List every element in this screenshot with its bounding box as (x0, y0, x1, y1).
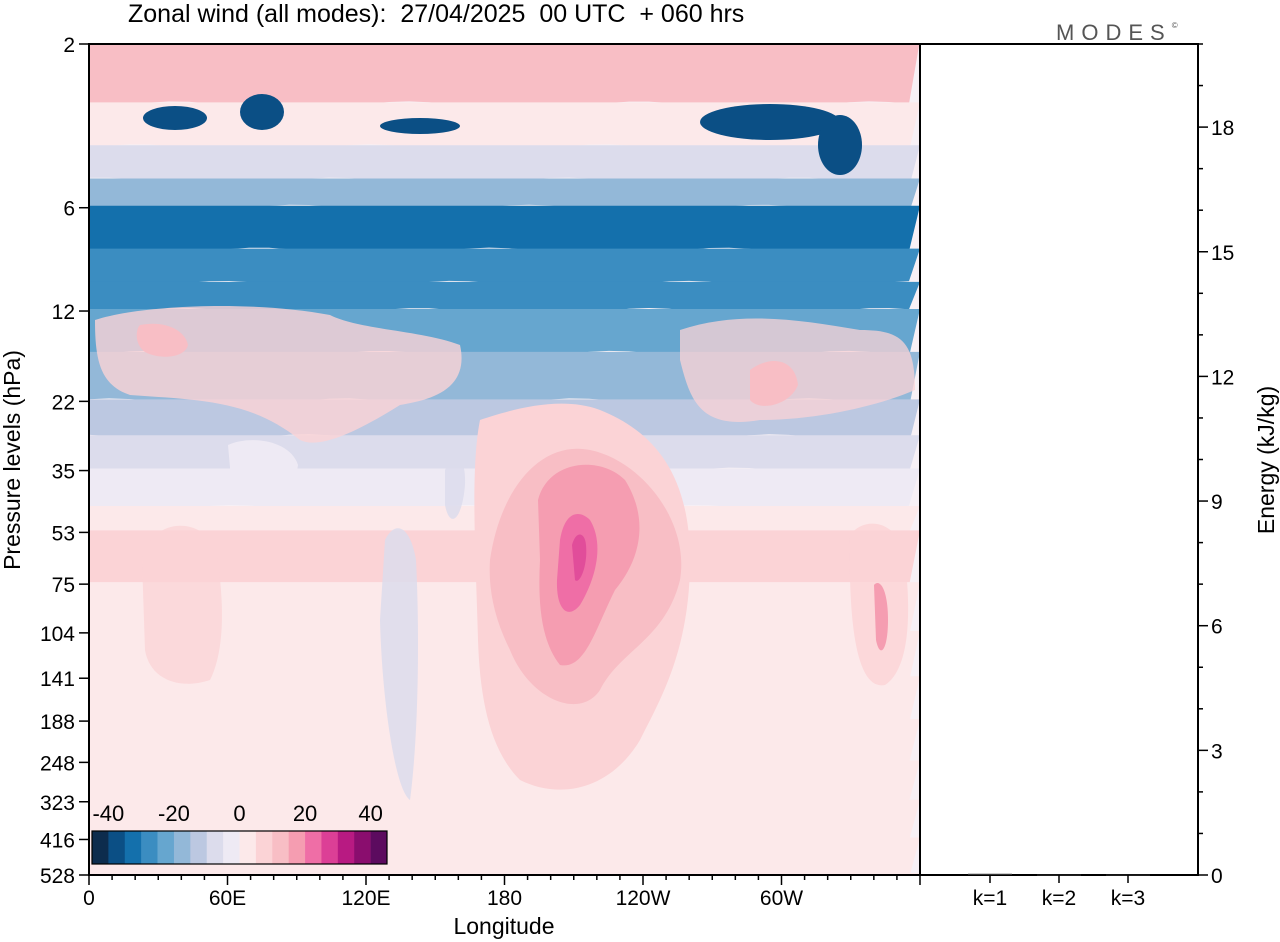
y-tick-label: 22 (52, 391, 75, 414)
energy-panel: k=1 k=2 k=3 (919, 43, 1199, 910)
colorbar-swatch (305, 831, 322, 864)
colorbar-swatch (108, 831, 126, 864)
y-tick-label: 141 (40, 668, 75, 691)
colorbar-frame (91, 830, 388, 865)
y-tick-label: 188 (40, 711, 75, 734)
blue-patch-1 (228, 440, 298, 495)
colorbar-swatch (124, 831, 142, 864)
colorbar-label: 20 (293, 801, 317, 826)
energy-axis-title: Energy (kJ/kg) (1253, 386, 1279, 534)
energy-cat-label: k=2 (1042, 887, 1076, 910)
x-tick-label: 120E (341, 887, 390, 910)
logo-mark: © (1171, 20, 1178, 30)
level-band-8 (89, 248, 920, 291)
x-tick-label: 180 (487, 887, 522, 910)
y-tick-label: 416 (40, 829, 75, 852)
y-tick-label: 323 (40, 792, 75, 815)
easterly-core (818, 115, 862, 175)
colorbar-swatch (173, 831, 191, 864)
colorbar-label: 40 (358, 801, 382, 826)
jet-core (95, 305, 915, 800)
blue-patch-2 (380, 528, 418, 800)
level-band-4 (89, 145, 920, 188)
y-axis: 2 6 12 22 35 53 75 104 141 188 248 323 416 528 (40, 34, 89, 888)
level-band-10 (89, 281, 920, 318)
colorbar-labels: -40 -20 0 20 40 (92, 801, 382, 826)
easterly-core (240, 94, 284, 130)
colorbar-swatch (321, 831, 339, 864)
energy-tick-label: 9 (1211, 491, 1223, 514)
modes-logo: MODES© (1056, 20, 1178, 46)
level-band-2 (89, 44, 920, 112)
energy-tick-label: 15 (1211, 242, 1234, 265)
energy-axis: 0 3 6 9 12 15 18 (1198, 43, 1234, 888)
y-tick-label: 248 (40, 752, 75, 775)
colorbar-swatch (223, 831, 240, 864)
pink-column-west (142, 525, 222, 684)
y-tick-label: 104 (40, 623, 75, 646)
colorbar-swatch (337, 831, 355, 864)
energy-tick-label: 18 (1211, 117, 1234, 140)
y-axis-title: Pressure levels (hPa) (0, 350, 25, 570)
jet-core-peak (572, 534, 587, 581)
colorbar-label: 0 (233, 801, 245, 826)
level-band-6 (89, 205, 920, 258)
colorbar-swatch (354, 831, 371, 864)
red-patch-east (750, 361, 798, 406)
level-band-248 (89, 760, 920, 806)
energy-tick-label: 0 (1211, 865, 1223, 888)
colorbar-swatch (190, 831, 208, 864)
colorbar-label: -20 (158, 801, 190, 826)
y-tick-label: 35 (52, 461, 75, 484)
easterly-core (700, 104, 840, 140)
colorbar-swatch (272, 831, 289, 864)
y-tick-label: 6 (63, 198, 75, 221)
x-axis: 0 60E 120E 180 120W 60W (83, 875, 921, 910)
x-axis-title: Longitude (453, 913, 554, 939)
energy-bar (968, 873, 1012, 875)
chart-title: Zonal wind (all modes): 27/04/2025 00 UT… (128, 0, 745, 28)
energy-frame (919, 43, 1199, 876)
colorbar-swatch (157, 831, 175, 864)
colorbar-swatch (370, 831, 388, 864)
y-tick-label: 53 (52, 522, 75, 545)
energy-tick-label: 6 (1211, 616, 1223, 639)
level-band-5 (89, 178, 920, 215)
red-patch-west (136, 323, 188, 357)
heatmap-plot (89, 44, 920, 875)
x-tick-label: 60W (760, 887, 803, 910)
energy-cat-label: k=3 (1111, 887, 1145, 910)
colorbar-swatch (239, 831, 257, 864)
energy-cat-label: k=1 (973, 887, 1007, 910)
colorbar-swatch (206, 831, 224, 864)
easterly-core (380, 118, 460, 134)
easterly-core (143, 106, 207, 130)
colorbar-swatch (288, 831, 306, 864)
logo-text: MODES (1056, 20, 1172, 45)
pink-patch-east (680, 318, 915, 422)
energy-tick-label: 12 (1211, 366, 1234, 389)
colorbar-swatch (255, 831, 273, 864)
colorbar-swatch (141, 831, 158, 864)
energy-bars: k=1 k=2 k=3 (968, 873, 1150, 910)
energy-tick-label: 3 (1211, 740, 1223, 763)
pink-patch-west (95, 305, 462, 443)
blue-patch-3 (445, 458, 466, 519)
x-tick-label: 0 (83, 887, 95, 910)
y-tick-label: 75 (52, 574, 75, 597)
colorbar-label: -40 (92, 801, 124, 826)
red-column-east (874, 583, 888, 651)
y-tick-label: 2 (63, 34, 75, 57)
colorbar: -40 -20 0 20 40 (91, 801, 388, 865)
x-tick-label: 120W (616, 887, 671, 910)
y-tick-label: 528 (40, 865, 75, 888)
y-tick-label: 12 (52, 301, 75, 324)
colorbar-swatches (91, 830, 388, 865)
x-tick-label: 60E (209, 887, 246, 910)
colorbar-swatch (92, 831, 109, 864)
